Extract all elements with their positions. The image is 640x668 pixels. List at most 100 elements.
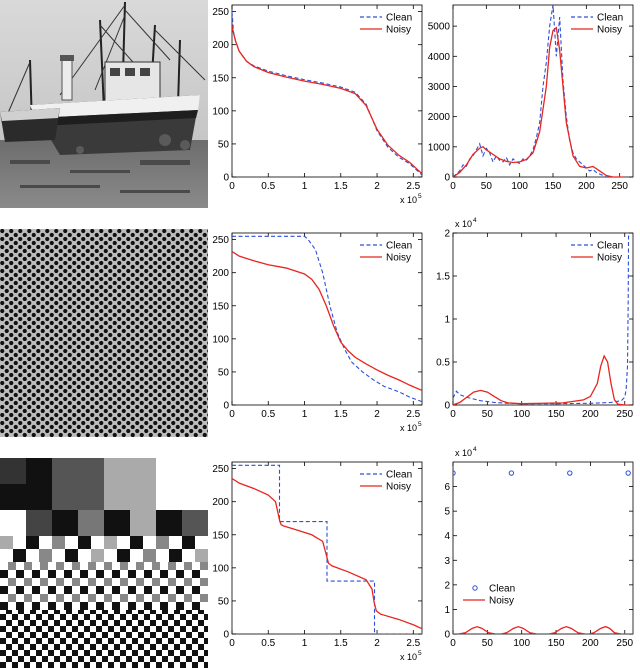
boat-photo [0,0,208,208]
series-group [232,464,422,634]
legend-label: Noisy [597,253,622,264]
y-tick-label: 250 [212,464,229,475]
legend-label: Noisy [386,25,411,36]
x-tick-label: 0.5 [261,181,275,192]
clean-series-line [453,5,623,177]
y-tick-label: 100 [212,106,229,117]
plot-frame [452,4,634,178]
y-tick-label: 3000 [428,82,451,93]
y-exponent-label: x 10 [455,448,472,458]
x-tick-label: 0 [450,409,456,420]
x-tick-label: 2 [374,409,380,420]
x-tick-label: 0 [229,181,235,192]
y-tick-label: 0 [444,401,450,412]
x-tick-label: 0.5 [261,638,275,649]
x-tick-label: 1 [302,409,308,420]
plot-frame [452,232,634,406]
x-exponent-power: 5 [418,421,422,428]
series-group [232,235,422,403]
x-tick-label: 0 [450,638,456,649]
x-exponent-label: x 10 [400,652,417,662]
x-tick-label: 250 [616,409,633,420]
y-tick-label: 50 [218,596,230,607]
y-tick-label: 0.5 [436,358,450,369]
dot-pattern [0,229,208,437]
x-tick-label: 0 [229,409,235,420]
x-tick-label: 0 [229,638,235,649]
x-tick-label: 150 [548,638,565,649]
x-tick-label: 250 [616,638,633,649]
noisy-series-line [453,26,623,177]
y-tick-label: 150 [212,73,229,84]
series-group [453,233,630,405]
noisy-series-line [232,26,422,175]
x-tick-label: 100 [513,638,530,649]
legend-label: Clean [597,241,623,252]
y-tick-label: 200 [212,497,229,508]
series-group [232,11,422,176]
x-exponent-power: 5 [418,193,422,200]
y-tick-label: 250 [212,235,229,246]
clean-series-line [453,233,630,405]
y-tick-label: 4000 [428,52,451,63]
y-tick-label: 100 [212,563,229,574]
y-tick-label: 50 [218,367,230,378]
clean-marker [508,470,515,476]
x-tick-label: 0 [450,181,456,192]
noisy-series-line [453,354,629,405]
y-tick-label: 1 [444,605,450,616]
y-tick-label: 1.5 [436,272,450,283]
x-tick-label: 100 [511,181,528,192]
x-tick-label: 150 [548,409,565,420]
x-tick-label: 200 [582,638,599,649]
x-tick-label: 2.5 [406,181,420,192]
plot-frame [452,461,634,635]
x-tick-label: 50 [481,181,493,192]
legend-marker [472,585,478,591]
y-tick-label: 5 [444,507,450,518]
y-tick-label: 5000 [428,22,451,33]
x-tick-label: 250 [611,181,628,192]
y-tick-label: 6 [444,482,450,493]
y-tick-label: 150 [212,301,229,312]
noisy-series-line [453,625,633,634]
x-tick-label: 1 [302,638,308,649]
y-tick-label: 50 [218,139,230,150]
x-tick-label: 1.5 [334,638,348,649]
legend-label: Clean [489,584,515,595]
x-tick-label: 2.5 [406,638,420,649]
y-tick-label: 0 [444,173,450,184]
x-exponent-power: 5 [418,650,422,657]
plot-frame [231,461,423,635]
x-tick-label: 150 [545,181,562,192]
clean-marker [567,470,573,476]
block-pattern-svg [0,458,208,668]
y-tick-label: 1000 [428,142,451,153]
legend-label: Noisy [386,253,411,264]
x-tick-label: 2 [374,638,380,649]
legend-label: Clean [597,13,623,24]
y-tick-label: 2 [444,229,450,240]
y-tick-label: 0 [223,630,229,641]
y-tick-label: 0 [223,173,229,184]
x-exponent-label: x 10 [400,195,417,205]
legend-label: Clean [386,470,412,481]
legend-label: Noisy [489,596,514,607]
block-pattern [0,458,208,668]
x-tick-label: 2 [374,181,380,192]
x-tick-label: 100 [513,409,530,420]
x-tick-label: 2.5 [406,409,420,420]
clean-series-line [232,235,422,403]
y-tick-label: 4 [444,531,450,542]
y-tick-label: 250 [212,7,229,18]
dot-pattern-svg [0,229,208,437]
y-tick-label: 200 [212,40,229,51]
clean-marker [625,470,631,476]
legend-label: Noisy [386,482,411,493]
plot-frame [231,4,423,178]
x-tick-label: 200 [578,181,595,192]
y-tick-label: 100 [212,334,229,345]
y-exponent-power: 4 [473,217,477,224]
y-tick-label: 2000 [428,112,451,123]
series-group [453,5,623,177]
